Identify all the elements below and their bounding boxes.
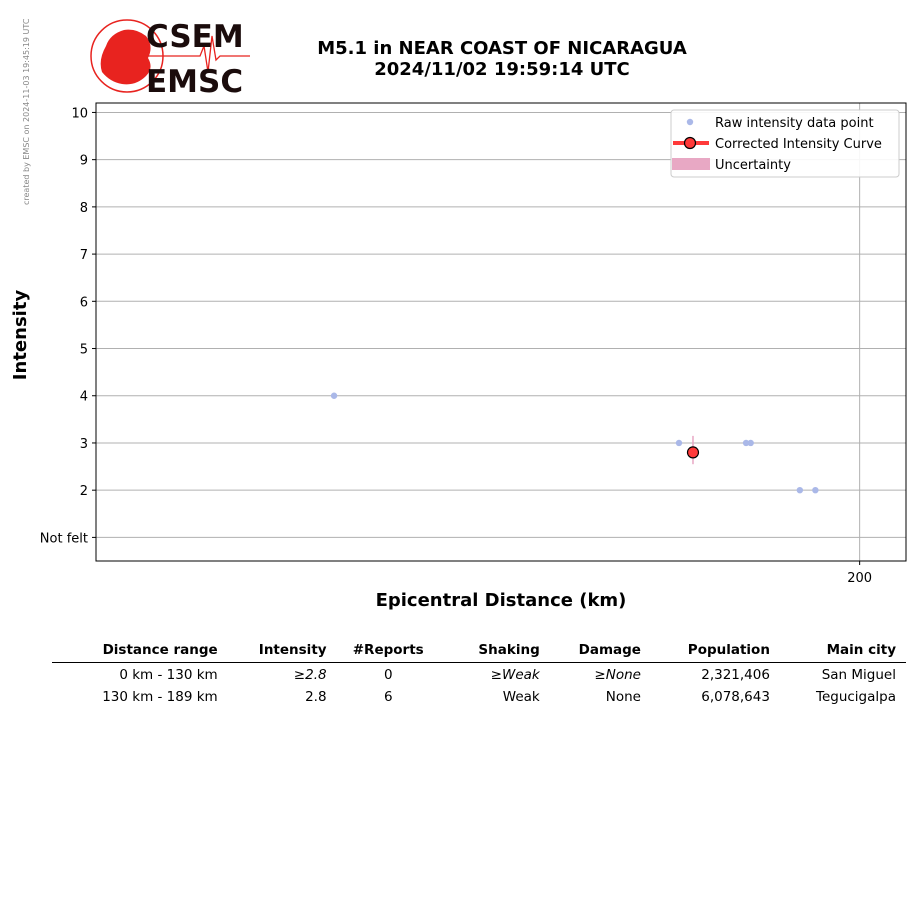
raw-data-point — [675, 439, 683, 447]
cell-intensity: 2.8 — [305, 689, 327, 705]
logo-text-bottom: EMSC — [146, 64, 243, 98]
table-row: 0 km - 130 km ≥2.8 0 ≥Weak ≥None 2,321,4… — [52, 663, 906, 686]
header-main-city: Main city — [779, 640, 906, 663]
y-tick-label: 5 — [80, 343, 88, 358]
y-tick-label: 9 — [80, 154, 88, 169]
legend-box — [670, 109, 900, 178]
plot-frame — [95, 102, 907, 562]
header-intensity: Intensity — [227, 640, 337, 663]
x-axis-label: Epicentral Distance (km) — [376, 590, 627, 611]
y-tick-label: 10 — [71, 106, 88, 121]
chart-title: M5.1 in NEAR COAST OF NICARAGUA 2024/11/… — [262, 38, 742, 80]
header-reports: #Reports — [336, 640, 450, 663]
y-tick-label: 2 — [80, 484, 88, 499]
emsc-logo: CSEM EMSC — [88, 16, 258, 100]
y-axis-label: Intensity — [10, 290, 31, 381]
table-row: 130 km - 189 km 2.8 6 Weak None 6,078,64… — [52, 685, 906, 707]
cell-population: 6,078,643 — [701, 689, 770, 705]
x-tick-label: 200 — [847, 571, 872, 586]
y-tick-label: Not felt — [40, 531, 88, 546]
legend-uncertainty-swatch — [672, 158, 710, 170]
cell-population: 2,321,406 — [701, 667, 770, 683]
cell-intensity: ≥2.8 — [293, 667, 327, 683]
cell-reports: 0 — [383, 667, 393, 683]
cell-city: Tegucigalpa — [816, 689, 896, 705]
cell-shaking: ≥Weak — [490, 667, 540, 683]
cell-damage: ≥None — [594, 667, 641, 683]
title-line-2: 2024/11/02 19:59:14 UTC — [374, 59, 630, 80]
cell-shaking: Weak — [502, 689, 540, 705]
header-shaking: Shaking — [449, 640, 550, 663]
cell-damage: None — [605, 689, 641, 705]
cell-city: San Miguel — [821, 667, 896, 683]
header-damage: Damage — [549, 640, 651, 663]
y-tick-label: 8 — [80, 201, 88, 216]
raw-data-point — [812, 486, 819, 494]
y-tick-label: 7 — [80, 248, 88, 263]
intensity-chart: Not felt 2 3 4 5 6 7 8 9 10 200 Epicentral Distanc… — [10, 102, 907, 611]
legend-label: Raw intensity data point — [715, 116, 874, 131]
y-tick-label: 4 — [80, 390, 88, 405]
raw-data-point — [742, 439, 750, 447]
cell-range: 130 km - 189 km — [102, 689, 218, 705]
legend-curve-marker — [683, 136, 697, 150]
raw-data-point — [330, 392, 338, 399]
corrected-intensity-point — [686, 446, 700, 459]
legend-label: Corrected Intensity Curve — [715, 137, 882, 152]
legend: Raw intensity data point Corrected Intens… — [670, 109, 900, 178]
y-tick-label: 6 — [80, 295, 88, 310]
cell-range: 0 km - 130 km — [119, 667, 218, 683]
legend-label: Uncertainty — [715, 158, 791, 173]
legend-raw-marker — [686, 118, 694, 126]
header-distance-range: Distance range — [52, 640, 228, 663]
logo-text-top: CSEM — [146, 19, 244, 55]
header-population: Population — [650, 640, 780, 663]
y-tick-label: 3 — [80, 437, 88, 452]
cell-reports: 6 — [383, 689, 393, 705]
title-line-1: M5.1 in NEAR COAST OF NICARAGUA — [317, 38, 687, 59]
raw-data-point — [747, 439, 754, 447]
summary-table: Distance range Intensity #Reports Shakin… — [52, 640, 906, 707]
raw-data-point — [796, 486, 804, 494]
